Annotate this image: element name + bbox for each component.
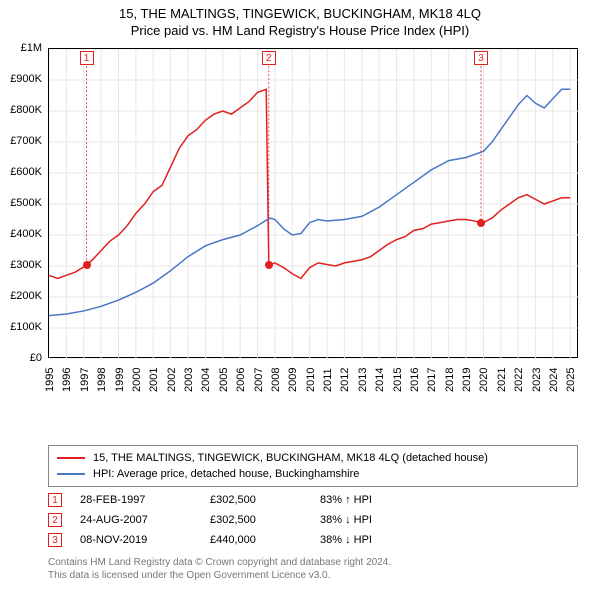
x-tick-label: 2000 bbox=[131, 368, 143, 392]
x-tick-label: 1998 bbox=[96, 368, 108, 392]
plot-area: 1 2 3 bbox=[48, 48, 578, 358]
legend: 15, THE MALTINGS, TINGEWICK, BUCKINGHAM,… bbox=[48, 445, 578, 487]
title-line-2: Price paid vs. HM Land Registry's House … bbox=[0, 23, 600, 38]
footnote-line-2: This data is licensed under the Open Gov… bbox=[48, 569, 578, 582]
event-row: 3 08-NOV-2019£440,00038% ↓ HPI bbox=[48, 530, 578, 550]
event-marker-icon: 2 bbox=[48, 513, 62, 527]
price-chart: 123 £0£100K£200K£300K£400K£500K£600K£700… bbox=[48, 48, 578, 398]
x-tick-label: 2015 bbox=[392, 368, 404, 392]
events-table: 1 28-FEB-1997£302,50083% ↑ HPI 2 24-AUG-200… bbox=[48, 490, 578, 550]
x-tick-label: 2018 bbox=[444, 368, 456, 392]
event-pct: 83% ↑ HPI bbox=[320, 494, 372, 506]
x-tick-label: 2017 bbox=[426, 368, 438, 392]
x-tick-label: 2011 bbox=[322, 368, 334, 392]
x-tick-label: 2023 bbox=[531, 368, 543, 392]
x-tick-label: 1995 bbox=[44, 368, 56, 392]
x-tick-label: 2013 bbox=[357, 368, 369, 392]
y-tick-label: £700K bbox=[0, 135, 42, 147]
event-date: 28-FEB-1997 bbox=[80, 494, 210, 506]
x-tick-label: 2007 bbox=[253, 368, 265, 392]
event-pct: 38% ↓ HPI bbox=[320, 514, 372, 526]
sale-marker-dot bbox=[477, 219, 485, 227]
legend-swatch-hpi bbox=[57, 473, 85, 475]
event-price: £302,500 bbox=[210, 494, 320, 506]
legend-label-property: 15, THE MALTINGS, TINGEWICK, BUCKINGHAM,… bbox=[93, 452, 488, 464]
event-price: £440,000 bbox=[210, 534, 320, 546]
sale-marker-box: 3 bbox=[474, 51, 488, 65]
y-tick-label: £300K bbox=[0, 259, 42, 271]
x-tick-label: 2025 bbox=[565, 368, 577, 392]
footnote-line-1: Contains HM Land Registry data © Crown c… bbox=[48, 556, 578, 569]
x-tick-label: 2019 bbox=[461, 368, 473, 392]
sale-marker-box: 1 bbox=[80, 51, 94, 65]
event-marker-icon: 3 bbox=[48, 533, 62, 547]
legend-row-hpi: HPI: Average price, detached house, Buck… bbox=[57, 466, 569, 482]
x-tick-label: 2003 bbox=[183, 368, 195, 392]
x-tick-label: 2022 bbox=[513, 368, 525, 392]
y-tick-label: £1M bbox=[0, 42, 42, 54]
event-marker-icon: 1 bbox=[48, 493, 62, 507]
y-tick-label: £500K bbox=[0, 197, 42, 209]
x-tick-label: 2004 bbox=[200, 368, 212, 392]
y-tick-label: £100K bbox=[0, 321, 42, 333]
event-pct: 38% ↓ HPI bbox=[320, 534, 372, 546]
x-tick-label: 2001 bbox=[148, 368, 160, 392]
x-tick-label: 2016 bbox=[409, 368, 421, 392]
x-tick-label: 2012 bbox=[339, 368, 351, 392]
sale-marker-dot bbox=[265, 261, 273, 269]
legend-swatch-property bbox=[57, 457, 85, 459]
sale-marker-box: 2 bbox=[262, 51, 276, 65]
y-tick-label: £800K bbox=[0, 104, 42, 116]
x-tick-label: 2021 bbox=[496, 368, 508, 392]
event-row: 2 24-AUG-2007£302,50038% ↓ HPI bbox=[48, 510, 578, 530]
legend-label-hpi: HPI: Average price, detached house, Buck… bbox=[93, 468, 359, 480]
event-date: 08-NOV-2019 bbox=[80, 534, 210, 546]
event-price: £302,500 bbox=[210, 514, 320, 526]
x-tick-label: 2002 bbox=[166, 368, 178, 392]
y-tick-label: £200K bbox=[0, 290, 42, 302]
x-tick-label: 2006 bbox=[235, 368, 247, 392]
y-tick-label: £400K bbox=[0, 228, 42, 240]
x-tick-label: 2009 bbox=[287, 368, 299, 392]
footnote: Contains HM Land Registry data © Crown c… bbox=[48, 556, 578, 582]
x-tick-label: 2024 bbox=[548, 368, 560, 392]
y-tick-label: £600K bbox=[0, 166, 42, 178]
y-tick-label: £900K bbox=[0, 73, 42, 85]
event-row: 1 28-FEB-1997£302,50083% ↑ HPI bbox=[48, 490, 578, 510]
title-line-1: 15, THE MALTINGS, TINGEWICK, BUCKINGHAM,… bbox=[0, 6, 600, 21]
x-tick-label: 2008 bbox=[270, 368, 282, 392]
x-tick-label: 2014 bbox=[374, 368, 386, 392]
event-date: 24-AUG-2007 bbox=[80, 514, 210, 526]
x-tick-label: 1997 bbox=[79, 368, 91, 392]
y-tick-label: £0 bbox=[0, 352, 42, 364]
x-tick-label: 2005 bbox=[218, 368, 230, 392]
sale-marker-dot bbox=[83, 261, 91, 269]
x-tick-label: 2010 bbox=[305, 368, 317, 392]
legend-row-property: 15, THE MALTINGS, TINGEWICK, BUCKINGHAM,… bbox=[57, 450, 569, 466]
x-tick-label: 1996 bbox=[61, 368, 73, 392]
x-tick-label: 2020 bbox=[478, 368, 490, 392]
x-tick-label: 1999 bbox=[114, 368, 126, 392]
